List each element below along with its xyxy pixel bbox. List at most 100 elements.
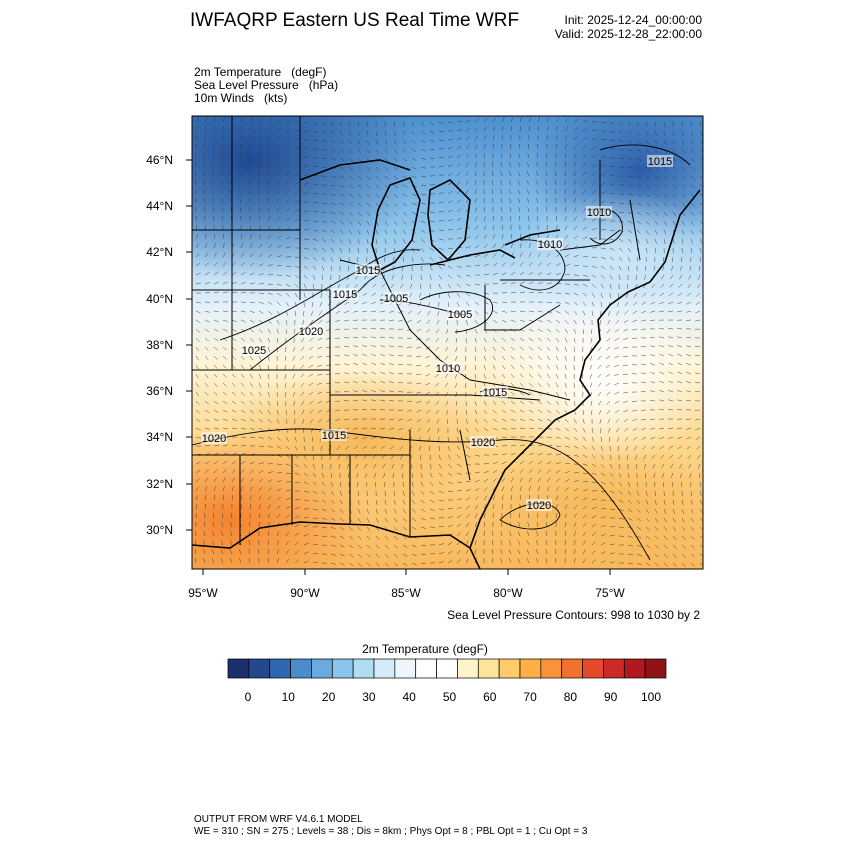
wind-barb <box>528 477 532 483</box>
wind-barb <box>437 310 440 316</box>
wind-barb <box>303 147 309 150</box>
wind-barb <box>366 130 369 136</box>
wind-barb <box>195 418 201 422</box>
wind-barb <box>518 522 521 528</box>
wind-barb <box>582 505 588 510</box>
wind-barb <box>519 486 522 492</box>
wind-barb <box>438 283 441 289</box>
wind-barb <box>654 553 659 558</box>
wind-barb <box>248 180 251 186</box>
wind-barb <box>609 543 615 546</box>
wind-barb <box>465 355 467 362</box>
wind-barb <box>321 274 324 280</box>
wind-barb <box>312 174 318 177</box>
colorbar-swatch <box>415 658 437 679</box>
wind-barb <box>303 310 305 317</box>
wind-barb <box>204 445 211 447</box>
wind-barb <box>267 409 271 415</box>
wind-barb <box>536 153 539 159</box>
wind-barb <box>240 310 246 313</box>
wind-barb <box>527 216 530 222</box>
wind-barb <box>366 544 371 549</box>
wind-barb <box>606 328 611 334</box>
wind-barb <box>285 310 289 316</box>
wind-barb <box>344 390 350 393</box>
wind-barb <box>294 129 300 132</box>
wind-barb <box>339 256 342 262</box>
wind-barb <box>695 427 701 431</box>
wind-barb <box>537 373 542 378</box>
wind-barb <box>677 353 683 357</box>
wind-barb <box>353 381 359 384</box>
wind-barb <box>411 526 417 530</box>
wind-barb <box>456 283 461 288</box>
wind-barb <box>573 153 577 159</box>
wind-barb <box>699 229 703 235</box>
wind-barb <box>699 121 702 127</box>
wind-barb <box>371 427 377 430</box>
wind-barb <box>353 390 359 393</box>
wind-barb <box>389 427 395 430</box>
wind-barb <box>510 495 513 501</box>
wind-barb <box>581 373 584 379</box>
wind-barb <box>636 220 642 225</box>
wind-barb <box>357 211 362 216</box>
wind-barb <box>330 238 335 243</box>
wind-barb <box>222 391 227 396</box>
wind-barb <box>663 193 668 198</box>
wind-barb <box>411 193 417 197</box>
wind-barb <box>249 253 254 258</box>
wind-barb <box>591 310 594 316</box>
wind-barb <box>672 508 676 514</box>
valid-time: Valid: 2025-12-28_22:00:00 <box>554 27 702 41</box>
wind-barb <box>663 553 668 558</box>
wind-barb <box>644 274 647 280</box>
wind-barb <box>573 355 575 362</box>
wind-barb <box>623 400 629 403</box>
wind-barb <box>438 481 444 486</box>
wind-barb <box>240 469 245 474</box>
wind-barb <box>641 319 647 322</box>
wind-barb <box>528 281 534 285</box>
wind-barb <box>294 481 300 484</box>
wind-barb <box>555 478 560 483</box>
wind-barb <box>366 526 371 532</box>
wind-barb <box>546 126 549 132</box>
wind-barb <box>474 409 478 415</box>
wind-barb <box>474 153 478 159</box>
wind-barb <box>366 481 368 487</box>
wind-barb <box>429 292 431 299</box>
wind-barb <box>573 225 578 231</box>
wind-barb <box>240 486 244 492</box>
wind-barb <box>402 202 408 207</box>
wind-barb <box>330 202 336 205</box>
wind-barb <box>354 454 359 459</box>
plot-title: IWFAQRP Eastern US Real Time WRF <box>190 10 520 31</box>
wind-barb <box>535 180 539 186</box>
wind-barb <box>416 400 422 404</box>
wind-barb <box>293 409 296 415</box>
wind-barb <box>555 263 561 267</box>
wind-barb <box>231 486 234 492</box>
wind-barb <box>393 553 399 558</box>
wind-barb <box>382 463 386 469</box>
wind-barb <box>654 211 659 216</box>
wind-barb <box>474 382 476 389</box>
wind-barb <box>384 553 389 558</box>
wind-barb <box>677 399 683 402</box>
wind-barb <box>375 517 379 523</box>
wind-barb <box>492 453 498 456</box>
wind-barb <box>573 207 577 213</box>
wind-barb <box>249 234 252 240</box>
wind-barb <box>618 499 624 503</box>
wind-barb <box>203 549 206 555</box>
wind-barb <box>204 252 209 258</box>
wind-barb <box>317 364 323 367</box>
wind-barb <box>483 153 486 159</box>
wind-barb <box>203 531 206 537</box>
wind-barb <box>402 517 407 522</box>
wind-barb <box>402 229 407 235</box>
wind-barb <box>258 504 261 510</box>
wind-barb <box>483 522 486 528</box>
wind-barb <box>339 148 344 153</box>
